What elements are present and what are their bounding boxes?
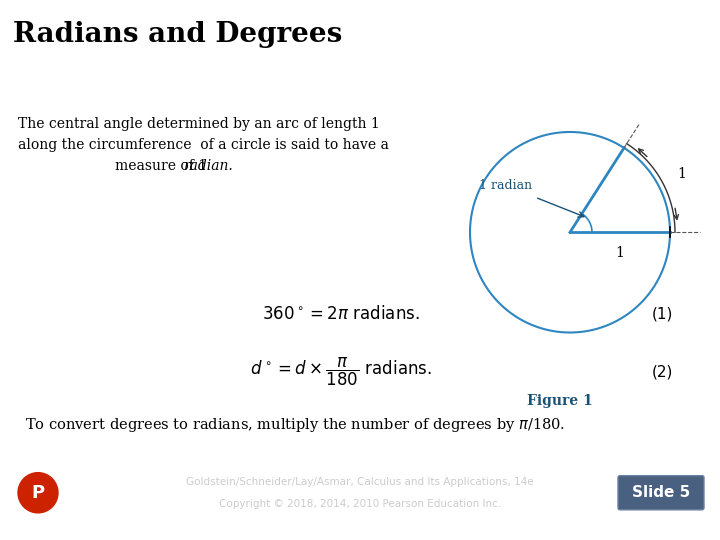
Text: 1: 1 (677, 167, 686, 180)
Text: (1): (1) (652, 306, 672, 321)
Text: (2): (2) (652, 365, 672, 380)
Text: To convert degrees to radians, multiply the number of degrees by $\pi$/180.: To convert degrees to radians, multiply … (25, 416, 565, 434)
Text: Pearson: Pearson (65, 486, 127, 500)
Text: Slide 5: Slide 5 (632, 485, 690, 500)
Text: P: P (32, 484, 45, 502)
Text: Goldstein/Schneider/Lay/Asmar, Calculus and Its Applications, 14e: Goldstein/Schneider/Lay/Asmar, Calculus … (186, 477, 534, 487)
Text: Figure 1: Figure 1 (527, 394, 593, 408)
Text: 1 radian: 1 radian (479, 179, 532, 192)
FancyBboxPatch shape (618, 476, 704, 510)
Text: $d^\circ = d \times \dfrac{\pi}{180}\ \mathrm{radians.}$: $d^\circ = d \times \dfrac{\pi}{180}\ \m… (250, 356, 432, 388)
Text: $360^\circ = 2\pi\ \mathrm{radians.}$: $360^\circ = 2\pi\ \mathrm{radians.}$ (262, 305, 420, 323)
Text: along the circumference  of a circle is said to have a: along the circumference of a circle is s… (18, 138, 389, 152)
Text: radian.: radian. (183, 159, 233, 173)
Text: Copyright © 2018, 2014, 2010 Pearson Education Inc.: Copyright © 2018, 2014, 2010 Pearson Edu… (219, 499, 501, 509)
Text: 1: 1 (616, 246, 624, 260)
Text: measure of 1: measure of 1 (115, 159, 212, 173)
Circle shape (18, 472, 58, 513)
Text: Radians and Degrees: Radians and Degrees (13, 21, 342, 48)
Text: The central angle determined by an arc of length 1: The central angle determined by an arc o… (18, 117, 379, 131)
